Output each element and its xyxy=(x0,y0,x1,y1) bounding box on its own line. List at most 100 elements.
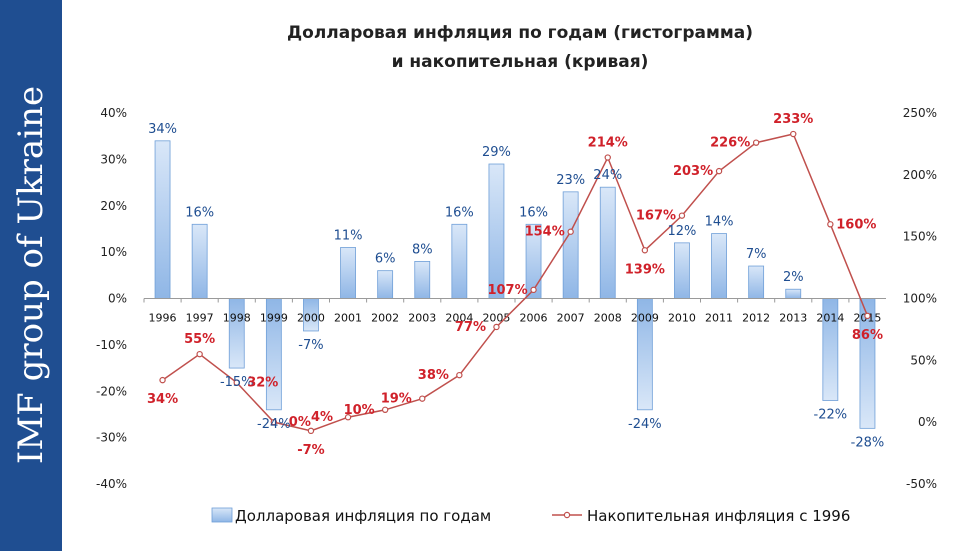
x-tick-label: 2010 xyxy=(668,312,696,325)
bar-value-label: -24% xyxy=(257,417,291,432)
bar-2001 xyxy=(340,247,356,299)
bar-value-label: 2% xyxy=(783,270,804,285)
y-right-tick-label: -50% xyxy=(906,477,937,491)
cumulative-point-2014 xyxy=(827,221,834,228)
x-tick-label: 2008 xyxy=(594,312,622,325)
x-tick-label: 2003 xyxy=(408,312,436,325)
cumulative-value-label: 77% xyxy=(455,320,486,335)
bar-2004 xyxy=(451,223,468,299)
cumulative-point-2005 xyxy=(493,323,500,331)
bar-value-label: 12% xyxy=(667,224,696,239)
bar-1997 xyxy=(191,223,208,299)
cumulative-value-label: 167% xyxy=(636,209,676,224)
x-tick-label: 2007 xyxy=(557,312,585,325)
cumulative-value-label: 10% xyxy=(344,403,375,418)
cumulative-point-2001 xyxy=(344,414,352,421)
x-tick-label: 2002 xyxy=(371,312,399,325)
cumulative-value-label: 4% xyxy=(311,410,333,425)
cumulative-point-2006 xyxy=(530,286,537,294)
y-left-tick-label: -30% xyxy=(96,431,127,445)
x-tick-label: 2006 xyxy=(520,312,548,325)
cumulative-point-2011 xyxy=(715,167,723,175)
cumulative-value-label: 226% xyxy=(710,136,750,151)
bar-2013 xyxy=(785,288,802,299)
x-tick-label: 1997 xyxy=(186,312,214,325)
bar-2011 xyxy=(711,233,727,299)
x-tick-label: 2009 xyxy=(631,312,659,325)
y-right-tick-label: 0% xyxy=(918,415,937,429)
cumulative-value-label: 34% xyxy=(147,392,178,407)
bar-2008 xyxy=(599,186,616,299)
cumulative-value-label: 86% xyxy=(852,328,883,343)
y-right-tick-label: 200% xyxy=(903,168,937,182)
y-left-tick-label: 20% xyxy=(100,199,127,213)
bar-value-label: 24% xyxy=(593,168,622,183)
cumulative-value-label: 55% xyxy=(184,332,215,347)
x-tick-label: 2004 xyxy=(445,312,473,325)
cumulative-value-label: 0% xyxy=(289,415,311,430)
cumulative-value-label: 139% xyxy=(625,262,665,277)
x-tick-label: 2001 xyxy=(334,312,362,325)
cumulative-value-label: 107% xyxy=(487,283,527,298)
cumulative-point-1997 xyxy=(196,350,203,358)
y-right-tick-label: 100% xyxy=(903,292,937,306)
cumulative-inflation-line xyxy=(162,133,869,432)
bar-value-label: 16% xyxy=(185,205,214,220)
y-left-tick-label: -10% xyxy=(96,338,127,352)
bar-2002 xyxy=(377,270,394,299)
legend: Долларовая инфляция по годам Накопительна… xyxy=(211,507,850,525)
brand-sidebar: IMF group of Ukraine xyxy=(0,0,62,551)
cumulative-point-1999 xyxy=(270,418,278,426)
bar-value-label: 6% xyxy=(375,252,396,267)
x-tick-label: 2011 xyxy=(705,312,733,325)
legend-line-marker xyxy=(563,511,571,519)
y-right-tick-label: 50% xyxy=(910,353,937,367)
cumulative-point-2013 xyxy=(790,130,797,138)
cumulative-point-2000 xyxy=(307,427,315,435)
cumulative-point-2003 xyxy=(419,395,426,402)
bar-1996 xyxy=(154,140,171,299)
cumulative-point-2012 xyxy=(752,139,760,146)
x-tick-label: 2014 xyxy=(816,312,844,325)
chart-title-line-1: Долларовая инфляция по годам (гистограмм… xyxy=(287,23,753,43)
bar-2007 xyxy=(562,191,579,299)
cumulative-point-2010 xyxy=(678,212,686,219)
cumulative-value-label: 19% xyxy=(381,392,412,407)
cumulative-point-1996 xyxy=(159,376,166,384)
chart-title-line-2: и накопительная (кривая) xyxy=(392,52,649,72)
legend-bar-label: Долларовая инфляция по годам xyxy=(235,507,491,525)
x-tick-label: 2000 xyxy=(297,312,325,325)
y-right-tick-label: 250% xyxy=(903,106,937,120)
bar-value-label: -22% xyxy=(814,408,848,423)
x-tick-label: 2005 xyxy=(482,312,510,325)
cumulative-point-2007 xyxy=(567,228,574,235)
cumulative-value-label: 154% xyxy=(525,225,565,240)
brand-text: IMF group of Ukraine xyxy=(11,85,51,465)
cumulative-point-2004 xyxy=(456,371,463,379)
y-left-tick-label: 40% xyxy=(100,106,127,120)
y-left-tick-label: -40% xyxy=(96,477,127,491)
x-tick-label: 1996 xyxy=(149,312,177,325)
cumulative-value-label: 214% xyxy=(588,136,628,151)
x-tick-label: 1998 xyxy=(223,312,251,325)
bar-1998 xyxy=(228,298,245,369)
x-tick-label: 2012 xyxy=(742,312,770,325)
cumulative-value-label: 233% xyxy=(773,112,813,127)
bar-value-label: 14% xyxy=(705,215,734,230)
bar-value-label: 34% xyxy=(148,122,177,137)
bar-value-label: -15% xyxy=(220,375,254,390)
bar-2012 xyxy=(748,265,765,299)
cumulative-value-label: 38% xyxy=(418,368,449,383)
bar-value-label: 11% xyxy=(334,228,363,243)
y-left-tick-label: 30% xyxy=(100,152,127,166)
cumulative-point-2002 xyxy=(381,406,389,413)
cumulative-point-2008 xyxy=(604,154,611,161)
cumulative-value-label: 203% xyxy=(673,164,713,179)
cumulative-point-2015 xyxy=(864,312,871,320)
cumulative-value-label: 160% xyxy=(836,217,876,232)
bar-value-label: 7% xyxy=(746,247,767,262)
bar-value-label: -28% xyxy=(851,435,885,450)
x-tick-label: 1999 xyxy=(260,312,288,325)
bar-value-label: 16% xyxy=(519,205,548,220)
